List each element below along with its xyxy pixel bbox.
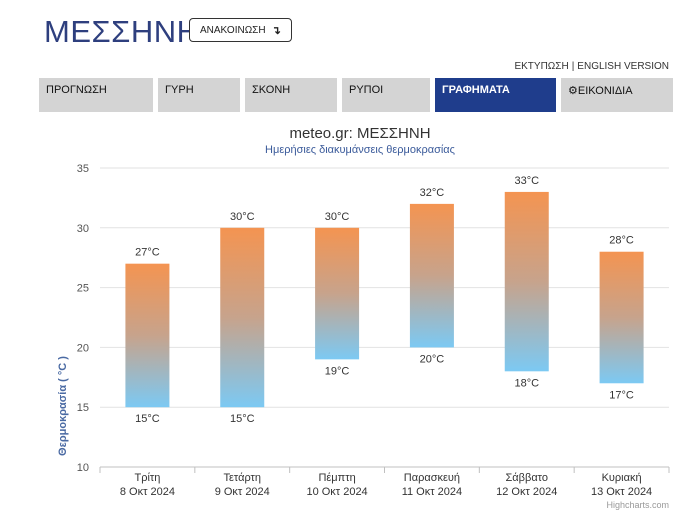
tab-forecast[interactable]: ΠΡΟΓΝΩΣΗ [39, 78, 153, 112]
y-tick-label: 35 [77, 163, 89, 175]
main-tabs: ΠΡΟΓΝΩΣΗ ΓΥΡΗ ΣΚΟΝΗ ΡΥΠΟΙ ΓΡΑΦΗΜΑΤΑ ⚙ΕΙΚ… [0, 78, 691, 112]
min-temp-label: 15°C [135, 413, 160, 425]
x-day-label: Παρασκευή [404, 472, 460, 484]
tab-label: ΡΥΠΟΙ [349, 84, 384, 96]
max-temp-label: 33°C [514, 175, 539, 187]
gear-icon: ⚙ [568, 85, 578, 97]
link-separator: | [571, 61, 575, 72]
chart-title: meteo.gr: ΜΕΣΣΗΝΗ [289, 125, 430, 142]
x-axis-labels: Τρίτη 8 Οκτ 2024 Τετάρτη 9 Οκτ 2024 Πέμπτη 10… [99, 467, 670, 498]
y-axis-ticks: 10 15 20 25 30 35 [77, 163, 89, 474]
max-temp-label: 27°C [135, 247, 160, 259]
bar-series: 27°C 15°C 30°C 15°C 30°C 19°C 32°C 20°C 33°C 18°C… [125, 175, 644, 425]
temperature-range-bar[interactable] [504, 191, 549, 372]
x-date-label: 10 Οκτ 2024 [306, 486, 367, 498]
english-version-link[interactable]: ENGLISH VERSION [577, 61, 669, 72]
min-temp-label: 19°C [325, 365, 350, 377]
tab-label: ΣΚΟΝΗ [252, 84, 291, 96]
x-date-label: 9 Οκτ 2024 [215, 486, 270, 498]
y-tick-label: 10 [77, 462, 89, 474]
tab-label: ΠΡΟΓΝΩΣΗ [46, 84, 107, 96]
y-tick-label: 25 [77, 283, 89, 295]
tab-label: ΓΥΡΗ [165, 84, 194, 96]
x-date-label: 8 Οκτ 2024 [120, 486, 175, 498]
min-temp-label: 20°C [420, 353, 445, 365]
temperature-range-bar[interactable] [125, 263, 170, 408]
x-date-label: 13 Οκτ 2024 [591, 486, 652, 498]
temperature-range-bar[interactable] [315, 227, 360, 360]
tab-pollutants[interactable]: ΡΥΠΟΙ [342, 78, 430, 112]
min-temp-label: 17°C [609, 389, 634, 401]
arrow-down-icon: ↴ [271, 24, 281, 37]
highcharts-credit[interactable]: Highcharts.com [606, 500, 669, 510]
y-tick-label: 20 [77, 342, 89, 354]
tab-pollen[interactable]: ΓΥΡΗ [158, 78, 240, 112]
x-day-label: Τρίτη [134, 472, 160, 484]
grid-lines [100, 167, 669, 468]
y-axis-label: Θερμοκρασία ( °C ) [57, 356, 69, 456]
tab-label: ΓΡΑΦΗΜΑΤΑ [442, 84, 510, 96]
y-tick-label: 15 [77, 402, 89, 414]
x-date-label: 11 Οκτ 2024 [402, 486, 462, 498]
page-title: ΜΕΣΣΗΝΗ [44, 14, 200, 49]
tab-charts[interactable]: ΓΡΑΦΗΜΑΤΑ [435, 78, 556, 112]
chart-subtitle: Ημερήσιες διακυμάνσεις θερμοκρασίας [265, 144, 455, 156]
temperature-chart: meteo.gr: ΜΕΣΣΗΝΗ Ημερήσιες διακυμάνσεις… [57, 125, 670, 510]
temperature-range-bar[interactable] [599, 251, 644, 384]
print-link[interactable]: ΕΚΤΥΠΩΣΗ [514, 61, 569, 72]
tab-icons[interactable]: ⚙ΕΙΚΟΝΙΔΙΑ [561, 78, 673, 112]
y-tick-label: 30 [77, 223, 89, 235]
x-day-label: Τετάρτη [223, 472, 261, 484]
x-day-label: Πέμπτη [318, 472, 355, 484]
temperature-range-bar[interactable] [220, 227, 265, 408]
temperature-range-bar[interactable] [409, 203, 454, 348]
tab-label: ΕΙΚΟΝΙΔΙΑ [577, 85, 633, 97]
max-temp-label: 32°C [420, 187, 445, 199]
min-temp-label: 18°C [514, 377, 539, 389]
max-temp-label: 28°C [609, 235, 634, 247]
min-temp-label: 15°C [230, 413, 255, 425]
top-links: ΕΚΤΥΠΩΣΗ | ENGLISH VERSION [514, 61, 669, 72]
x-day-label: Σάββατο [506, 472, 548, 484]
x-date-label: 12 Οκτ 2024 [496, 486, 557, 498]
max-temp-label: 30°C [325, 211, 350, 223]
x-day-label: Κυριακή [602, 472, 642, 484]
max-temp-label: 30°C [230, 211, 255, 223]
tab-dust[interactable]: ΣΚΟΝΗ [245, 78, 337, 112]
announcement-button[interactable]: ΑΝΑΚΟΙΝΩΣΗ ↴ [189, 18, 292, 42]
announcement-label: ΑΝΑΚΟΙΝΩΣΗ [200, 24, 266, 36]
